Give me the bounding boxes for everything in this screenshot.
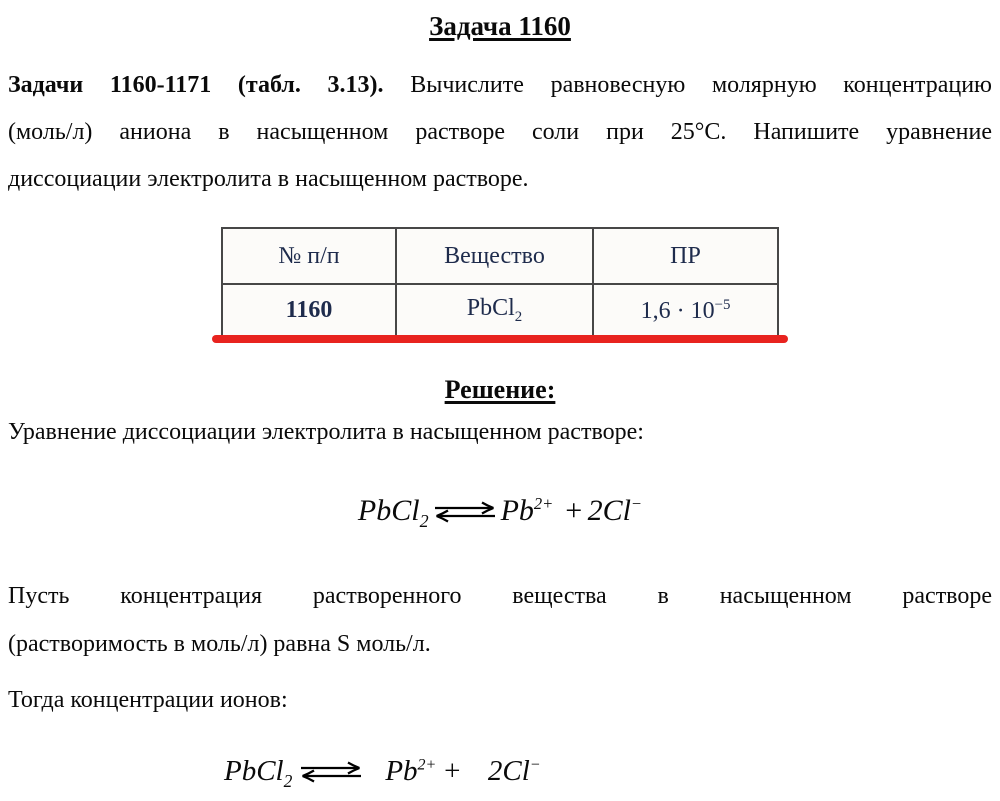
reactant-subscript: 2: [419, 511, 429, 531]
product2-formula: 2Cl−: [587, 494, 643, 527]
red-underline: [212, 335, 788, 343]
equilibrium-arrows-icon: [298, 761, 364, 783]
assumption-line-2: (растворимость в моль/л) равна S моль/л.: [8, 631, 431, 657]
intro-paragraph: Задачи 1160-1171 (табл. 3.13). Вычислите…: [8, 62, 992, 203]
equilibrium-arrows-icon: [432, 501, 498, 523]
assumption-paragraph: Пусть концентрация растворенного веществ…: [8, 572, 992, 668]
ion-concentration-equation: PbCl2 Pb2+ +2Cl−: [224, 744, 992, 801]
document-page: Задача 1160 Задачи 1160-1171 (табл. 3.13…: [0, 8, 1000, 801]
table-header-row: № п/п Вещество ПР: [221, 227, 779, 285]
plus-sign: +: [563, 494, 584, 527]
pr-exponent: −5: [714, 296, 731, 313]
table-header-number: № п/п: [221, 227, 397, 285]
product2-superscript: −: [630, 494, 643, 513]
product1-superscript: 2+: [533, 494, 554, 513]
product2-formula: 2Cl−: [487, 754, 541, 787]
pr-value: 1,6 · 10: [640, 297, 715, 324]
table-cell-number: 1160: [221, 283, 397, 338]
intro-line-1: Задачи 1160-1171 (табл. 3.13). Вычислите…: [8, 62, 992, 109]
product1-formula: Pb2+: [385, 754, 437, 787]
equation-intro-text: Уравнение диссоциации электролита в насы…: [8, 419, 644, 445]
intro-line-1-text: Вычислите равновесную молярную концентра…: [383, 72, 992, 98]
dissociation-equation: PbCl2 Pb2+ +2Cl−: [8, 483, 992, 542]
table-data-row: 1160 PbCl2 1,6 · 10−5: [221, 283, 779, 338]
table-header-substance: Вещество: [395, 227, 594, 285]
product2-superscript: −: [529, 756, 541, 773]
substance-subscript: 2: [514, 308, 523, 325]
assumption-line-1: Пусть концентрация растворенного веществ…: [8, 583, 992, 609]
intro-line-3: диссоциации электролита в насыщенном рас…: [8, 166, 529, 192]
solution-heading: Решение:: [444, 375, 556, 404]
reactant-formula: PbCl2: [224, 754, 293, 791]
table-cell-pr: 1,6 · 10−5: [592, 283, 779, 338]
product1-formula: Pb2+: [500, 494, 554, 527]
reactant-formula: PbCl2: [357, 494, 429, 531]
intro-line-2: (моль/л) аниона в насыщенном растворе со…: [8, 119, 992, 145]
substance-formula: PbCl: [466, 295, 515, 322]
product1-superscript: 2+: [417, 756, 437, 773]
table-header-pr: ПР: [592, 227, 779, 285]
intro-bold-lead: Задачи 1160-1171 (табл. 3.13).: [8, 72, 384, 98]
substance-table: № п/п Вещество ПР 1160 PbCl2 1,6 · 10−5: [221, 227, 779, 338]
ions-intro-text: Тогда концентрации ионов:: [8, 687, 288, 713]
plus-sign: +: [442, 754, 462, 787]
reactant-subscript: 2: [283, 770, 293, 791]
table-cell-substance: PbCl2: [395, 283, 594, 338]
page-title: Задача 1160: [429, 11, 571, 41]
